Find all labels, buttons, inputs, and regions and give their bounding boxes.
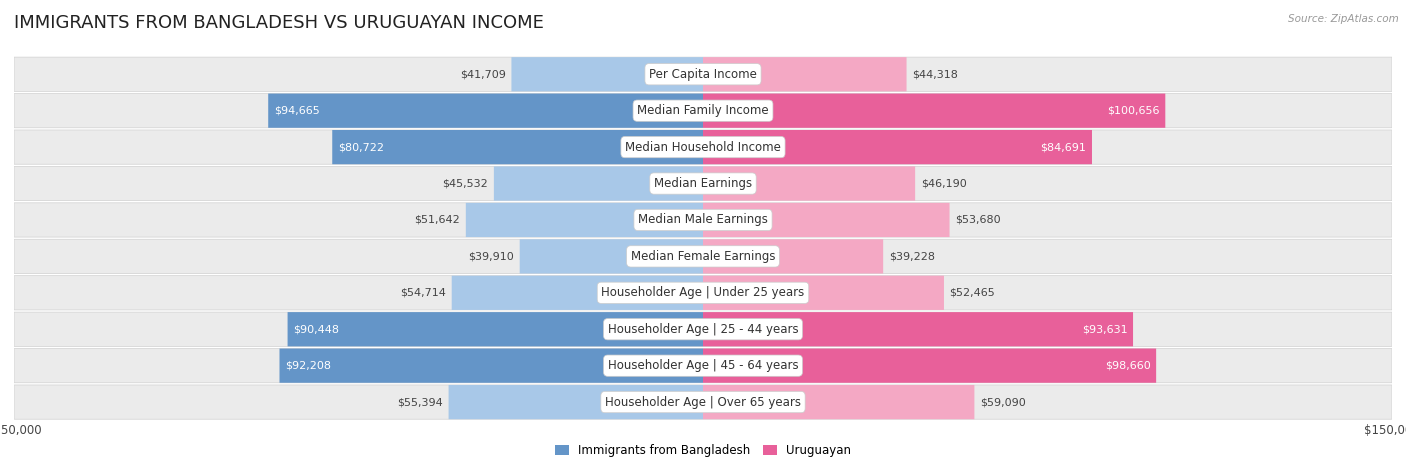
Text: $94,665: $94,665 xyxy=(274,106,319,116)
FancyBboxPatch shape xyxy=(14,348,1392,383)
Text: $84,691: $84,691 xyxy=(1040,142,1087,152)
Legend: Immigrants from Bangladesh, Uruguayan: Immigrants from Bangladesh, Uruguayan xyxy=(550,439,856,462)
Text: $93,631: $93,631 xyxy=(1081,324,1128,334)
FancyBboxPatch shape xyxy=(280,348,703,383)
Text: $59,090: $59,090 xyxy=(980,397,1025,407)
FancyBboxPatch shape xyxy=(14,166,1392,201)
Text: Householder Age | Over 65 years: Householder Age | Over 65 years xyxy=(605,396,801,409)
FancyBboxPatch shape xyxy=(703,130,1092,164)
Text: $44,318: $44,318 xyxy=(912,69,957,79)
Text: Per Capita Income: Per Capita Income xyxy=(650,68,756,81)
FancyBboxPatch shape xyxy=(703,276,943,310)
Text: Householder Age | Under 25 years: Householder Age | Under 25 years xyxy=(602,286,804,299)
FancyBboxPatch shape xyxy=(332,130,703,164)
Text: Median Earnings: Median Earnings xyxy=(654,177,752,190)
Text: $55,394: $55,394 xyxy=(398,397,443,407)
Text: $100,656: $100,656 xyxy=(1108,106,1160,116)
FancyBboxPatch shape xyxy=(14,93,1392,128)
Text: $39,910: $39,910 xyxy=(468,251,515,262)
Text: $98,660: $98,660 xyxy=(1105,361,1150,371)
Text: $51,642: $51,642 xyxy=(415,215,460,225)
Text: Median Family Income: Median Family Income xyxy=(637,104,769,117)
FancyBboxPatch shape xyxy=(14,385,1392,419)
Text: Median Household Income: Median Household Income xyxy=(626,141,780,154)
FancyBboxPatch shape xyxy=(703,93,1166,128)
Text: Median Female Earnings: Median Female Earnings xyxy=(631,250,775,263)
FancyBboxPatch shape xyxy=(269,93,703,128)
Text: $80,722: $80,722 xyxy=(337,142,384,152)
Text: Median Male Earnings: Median Male Earnings xyxy=(638,213,768,226)
FancyBboxPatch shape xyxy=(14,276,1392,310)
FancyBboxPatch shape xyxy=(449,385,703,419)
Text: $41,709: $41,709 xyxy=(460,69,506,79)
FancyBboxPatch shape xyxy=(288,312,703,347)
FancyBboxPatch shape xyxy=(703,203,949,237)
FancyBboxPatch shape xyxy=(703,348,1156,383)
FancyBboxPatch shape xyxy=(703,166,915,201)
Text: $46,190: $46,190 xyxy=(921,178,966,189)
FancyBboxPatch shape xyxy=(494,166,703,201)
FancyBboxPatch shape xyxy=(451,276,703,310)
FancyBboxPatch shape xyxy=(14,239,1392,274)
Text: $52,465: $52,465 xyxy=(949,288,995,298)
FancyBboxPatch shape xyxy=(14,312,1392,347)
Text: IMMIGRANTS FROM BANGLADESH VS URUGUAYAN INCOME: IMMIGRANTS FROM BANGLADESH VS URUGUAYAN … xyxy=(14,14,544,32)
FancyBboxPatch shape xyxy=(14,57,1392,92)
Text: Source: ZipAtlas.com: Source: ZipAtlas.com xyxy=(1288,14,1399,24)
FancyBboxPatch shape xyxy=(14,130,1392,164)
FancyBboxPatch shape xyxy=(703,312,1133,347)
FancyBboxPatch shape xyxy=(512,57,703,92)
FancyBboxPatch shape xyxy=(520,239,703,274)
FancyBboxPatch shape xyxy=(14,203,1392,237)
Text: $90,448: $90,448 xyxy=(292,324,339,334)
Text: $39,228: $39,228 xyxy=(889,251,935,262)
Text: $53,680: $53,680 xyxy=(955,215,1001,225)
Text: $54,714: $54,714 xyxy=(401,288,446,298)
FancyBboxPatch shape xyxy=(703,239,883,274)
Text: Householder Age | 45 - 64 years: Householder Age | 45 - 64 years xyxy=(607,359,799,372)
FancyBboxPatch shape xyxy=(703,385,974,419)
Text: $45,532: $45,532 xyxy=(443,178,488,189)
FancyBboxPatch shape xyxy=(465,203,703,237)
Text: $92,208: $92,208 xyxy=(285,361,330,371)
Text: Householder Age | 25 - 44 years: Householder Age | 25 - 44 years xyxy=(607,323,799,336)
FancyBboxPatch shape xyxy=(703,57,907,92)
